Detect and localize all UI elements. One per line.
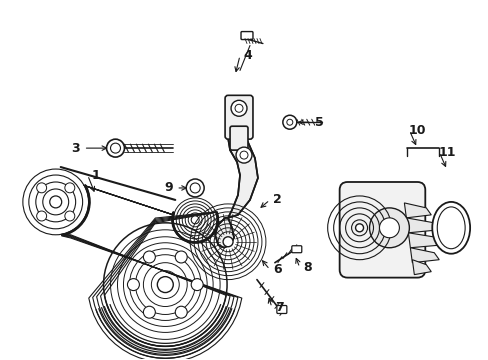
Circle shape — [282, 115, 296, 129]
FancyBboxPatch shape — [339, 182, 425, 278]
Circle shape — [191, 279, 203, 291]
Circle shape — [369, 208, 408, 248]
Text: 8: 8 — [303, 261, 311, 274]
Text: 11: 11 — [438, 145, 455, 159]
Text: 7: 7 — [275, 301, 284, 314]
Polygon shape — [411, 260, 430, 275]
Circle shape — [127, 279, 139, 291]
Circle shape — [50, 196, 61, 208]
Circle shape — [186, 179, 203, 197]
Polygon shape — [215, 218, 234, 248]
Polygon shape — [409, 248, 438, 263]
Circle shape — [230, 100, 246, 116]
Circle shape — [106, 139, 124, 157]
Circle shape — [65, 211, 75, 221]
Text: 9: 9 — [163, 181, 172, 194]
Circle shape — [379, 218, 399, 238]
Text: 4: 4 — [243, 49, 252, 62]
FancyBboxPatch shape — [241, 32, 252, 40]
Polygon shape — [407, 233, 443, 248]
Text: 6: 6 — [273, 263, 282, 276]
FancyBboxPatch shape — [276, 306, 286, 314]
FancyBboxPatch shape — [229, 126, 247, 150]
Text: 3: 3 — [71, 141, 80, 155]
Circle shape — [143, 306, 155, 318]
Text: 1: 1 — [91, 168, 100, 181]
Circle shape — [175, 306, 187, 318]
Circle shape — [191, 216, 199, 224]
Polygon shape — [404, 203, 430, 218]
Text: 5: 5 — [315, 116, 324, 129]
Circle shape — [37, 211, 46, 221]
Circle shape — [223, 237, 233, 247]
Circle shape — [175, 251, 187, 263]
Circle shape — [236, 147, 251, 163]
Circle shape — [143, 251, 155, 263]
FancyBboxPatch shape — [224, 95, 252, 139]
FancyBboxPatch shape — [291, 246, 301, 253]
Polygon shape — [227, 133, 258, 218]
Circle shape — [37, 183, 46, 193]
Polygon shape — [406, 218, 438, 233]
Circle shape — [157, 276, 173, 293]
Ellipse shape — [431, 202, 469, 254]
Text: 2: 2 — [273, 193, 282, 206]
Circle shape — [355, 224, 363, 232]
Text: 10: 10 — [408, 124, 425, 137]
Circle shape — [65, 183, 75, 193]
